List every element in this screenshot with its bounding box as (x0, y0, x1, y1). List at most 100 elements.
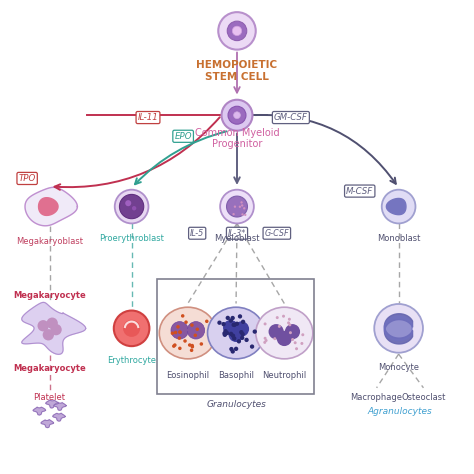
Circle shape (230, 316, 235, 320)
Circle shape (178, 330, 182, 334)
Circle shape (174, 331, 177, 334)
Circle shape (269, 324, 284, 339)
Circle shape (171, 331, 174, 335)
Circle shape (119, 194, 144, 219)
Circle shape (243, 207, 246, 210)
Circle shape (232, 323, 237, 327)
Circle shape (223, 329, 228, 333)
Text: Granulocytes: Granulocytes (206, 400, 266, 409)
Circle shape (289, 331, 292, 334)
Circle shape (232, 213, 235, 215)
Circle shape (132, 206, 137, 210)
Polygon shape (384, 316, 412, 340)
Circle shape (50, 324, 62, 335)
Polygon shape (38, 198, 58, 215)
Text: Myeloblast: Myeloblast (214, 234, 260, 243)
Circle shape (291, 338, 294, 341)
Circle shape (115, 190, 148, 223)
Circle shape (229, 332, 233, 336)
Circle shape (227, 21, 247, 41)
Polygon shape (25, 187, 77, 226)
Circle shape (176, 325, 180, 328)
Circle shape (374, 304, 423, 353)
Circle shape (234, 112, 240, 118)
Circle shape (220, 190, 254, 223)
Circle shape (228, 327, 244, 342)
Circle shape (221, 100, 253, 131)
Polygon shape (53, 413, 65, 421)
Ellipse shape (208, 307, 264, 359)
Text: HEMOPOIETIC
STEM CELL: HEMOPOIETIC STEM CELL (196, 60, 278, 82)
Polygon shape (33, 407, 46, 415)
Polygon shape (386, 199, 406, 215)
Circle shape (244, 214, 246, 216)
Text: Monocyte: Monocyte (378, 363, 419, 372)
Circle shape (171, 322, 188, 339)
Circle shape (190, 348, 193, 352)
Circle shape (287, 321, 290, 324)
Circle shape (288, 318, 291, 321)
Circle shape (241, 319, 245, 324)
Circle shape (114, 310, 149, 346)
Text: Erythrocyte: Erythrocyte (107, 356, 156, 365)
Circle shape (229, 347, 234, 351)
Circle shape (295, 347, 298, 350)
Circle shape (200, 342, 203, 346)
Circle shape (181, 314, 184, 318)
Text: G-CSF: G-CSF (264, 229, 289, 238)
Ellipse shape (159, 307, 216, 359)
Circle shape (232, 336, 237, 341)
Circle shape (276, 316, 279, 319)
Circle shape (235, 321, 239, 326)
Circle shape (239, 206, 241, 208)
Circle shape (263, 341, 266, 344)
Text: Basophil: Basophil (218, 371, 254, 380)
Circle shape (234, 205, 236, 208)
Circle shape (187, 322, 205, 339)
Text: Platelet: Platelet (34, 392, 65, 401)
Circle shape (273, 337, 276, 340)
Circle shape (277, 331, 292, 346)
Circle shape (43, 329, 54, 340)
Circle shape (253, 329, 257, 334)
Text: M-CSF: M-CSF (346, 187, 374, 196)
Circle shape (282, 315, 285, 318)
Ellipse shape (256, 307, 313, 359)
Text: GM-CSF: GM-CSF (274, 113, 308, 122)
Circle shape (193, 334, 197, 337)
Circle shape (264, 322, 266, 326)
Text: Macrophage: Macrophage (351, 392, 402, 401)
Text: Osteoclast: Osteoclast (401, 392, 446, 401)
Circle shape (125, 200, 131, 206)
Circle shape (217, 320, 222, 325)
Polygon shape (41, 419, 54, 428)
Circle shape (234, 321, 249, 337)
Text: Eosinophil: Eosinophil (166, 371, 210, 380)
Polygon shape (46, 400, 58, 408)
Circle shape (183, 339, 187, 343)
Circle shape (223, 333, 227, 337)
Text: Agranulocytes: Agranulocytes (368, 407, 432, 416)
Circle shape (188, 343, 191, 347)
Circle shape (232, 26, 242, 36)
Circle shape (288, 323, 292, 326)
Circle shape (240, 332, 245, 337)
Circle shape (205, 319, 209, 323)
Circle shape (230, 349, 235, 354)
Text: EPO: EPO (174, 132, 192, 141)
Circle shape (285, 324, 300, 339)
Circle shape (184, 320, 188, 324)
Circle shape (240, 201, 243, 203)
Text: Megakaryocyte: Megakaryocyte (13, 365, 86, 374)
Text: Megakaryocyte: Megakaryocyte (13, 291, 86, 300)
Circle shape (278, 325, 281, 328)
Circle shape (123, 320, 140, 337)
Circle shape (301, 342, 303, 345)
Polygon shape (54, 402, 66, 410)
Circle shape (178, 346, 182, 350)
Circle shape (195, 328, 199, 331)
Circle shape (178, 337, 181, 340)
Circle shape (218, 12, 256, 50)
Text: IL-3*: IL-3* (228, 229, 246, 238)
Circle shape (226, 316, 230, 320)
